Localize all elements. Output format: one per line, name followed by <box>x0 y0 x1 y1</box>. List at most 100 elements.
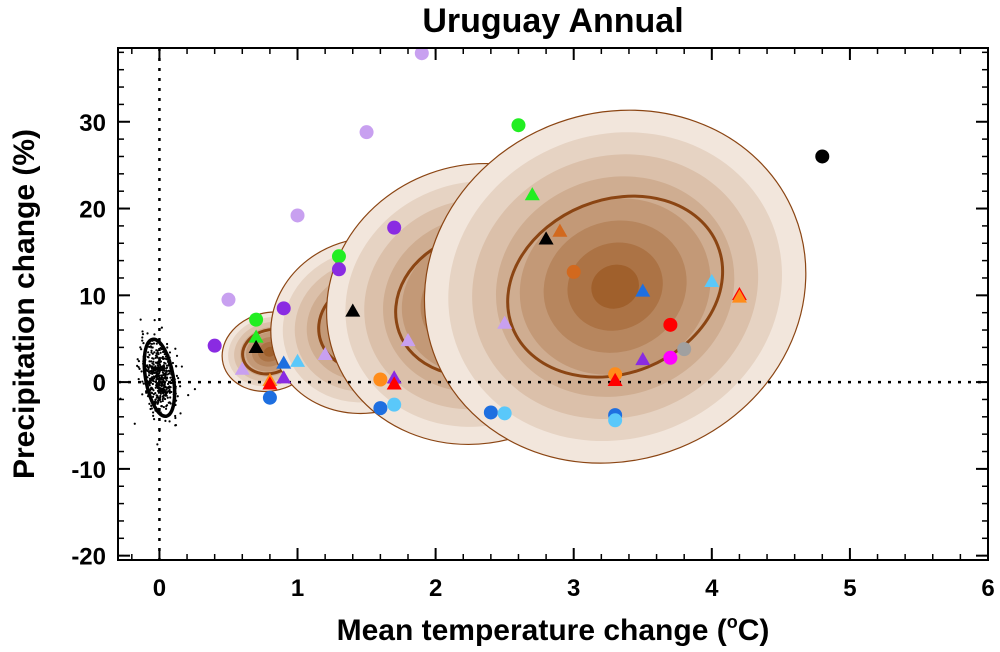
control-point <box>169 396 172 399</box>
control-point <box>155 352 158 355</box>
control-ellipse <box>142 337 177 419</box>
control-point <box>161 374 165 377</box>
control-point <box>145 391 148 394</box>
control-point <box>165 369 168 372</box>
control-point <box>154 356 157 360</box>
circle-marker <box>290 208 305 223</box>
control-point <box>174 416 177 420</box>
control-point <box>169 376 172 379</box>
control-point <box>154 386 157 389</box>
control-point <box>180 365 183 368</box>
triangle-marker <box>497 315 513 329</box>
x-tick-label: 5 <box>843 575 856 602</box>
x-tick-label: 3 <box>567 575 580 602</box>
control-point <box>155 382 158 385</box>
control-point <box>165 388 168 391</box>
circle-marker <box>663 317 678 332</box>
control-point <box>159 360 163 363</box>
control-point <box>151 352 154 355</box>
circle-marker <box>387 220 402 235</box>
triangle-marker <box>386 376 402 390</box>
control-point <box>174 424 178 427</box>
control-point <box>154 361 158 364</box>
control-point <box>154 398 157 402</box>
circle-marker <box>608 413 623 428</box>
triangle-marker <box>290 353 306 367</box>
control-point <box>165 379 168 382</box>
control-points <box>119 318 197 446</box>
control-point <box>158 369 162 372</box>
control-point <box>164 375 167 378</box>
y-tick-label: 10 <box>79 283 106 310</box>
control-point <box>157 390 161 393</box>
control-point <box>147 374 151 377</box>
triangle-marker <box>552 223 568 237</box>
triangle-marker <box>248 339 264 354</box>
control-point <box>163 391 166 394</box>
control-point <box>175 365 178 368</box>
chart-title: Uruguay Annual <box>422 2 683 40</box>
circle-marker <box>387 397 402 412</box>
control-point <box>148 377 152 381</box>
control-point <box>156 361 159 364</box>
triangle-marker <box>635 283 651 297</box>
x-tick-label: 0 <box>153 575 166 602</box>
control-point <box>155 372 158 375</box>
triangle-marker <box>538 231 554 245</box>
triangle-marker <box>276 355 292 369</box>
control-point <box>146 355 149 359</box>
series-circles <box>207 48 830 428</box>
circle-marker <box>262 390 277 405</box>
triangle-marker <box>276 370 292 384</box>
control-point <box>152 375 155 378</box>
control-point <box>153 333 156 336</box>
circle-marker <box>331 249 346 264</box>
control-point <box>166 382 170 386</box>
triangle-marker <box>234 361 250 375</box>
ellipse-4-contour <box>506 194 725 379</box>
control-point <box>161 399 164 403</box>
control-point <box>150 342 154 346</box>
control-point <box>166 386 169 389</box>
control-point <box>163 397 167 401</box>
control-point <box>166 346 169 349</box>
circle-marker <box>497 406 512 421</box>
circle-marker <box>663 350 678 365</box>
series-triangles <box>234 187 747 390</box>
control-point <box>140 348 143 351</box>
control-point <box>187 394 190 397</box>
control-point <box>151 411 155 414</box>
control-point <box>161 367 164 370</box>
x-axis-label-main: Mean temperature change ( <box>337 614 727 647</box>
control-point <box>162 396 165 399</box>
ellipse-4-band-8 <box>591 264 639 309</box>
control-point <box>160 404 163 408</box>
triangle-marker <box>345 303 361 317</box>
control-point <box>162 394 165 397</box>
control-point <box>161 389 164 392</box>
control-point <box>161 378 164 381</box>
control-point <box>133 422 136 425</box>
control-point <box>167 369 170 372</box>
axis-ticks: 0 1 2 3 4 5 6 -20 -10 0 10 20 30 <box>71 48 995 602</box>
control-point <box>151 357 154 360</box>
x-tick-label: 1 <box>291 575 304 602</box>
x-tick-label: 4 <box>705 575 719 602</box>
control-point <box>148 360 151 363</box>
control-point <box>141 380 144 383</box>
control-point <box>164 393 168 396</box>
control-point <box>153 417 156 421</box>
control-point <box>152 342 156 345</box>
control-point <box>158 398 162 401</box>
control-point <box>163 383 166 386</box>
plot-frame <box>117 47 989 561</box>
triangle-marker <box>731 289 747 303</box>
control-point <box>177 377 180 380</box>
y-tick-label: 0 <box>93 370 106 397</box>
control-point <box>159 346 162 350</box>
control-point <box>174 414 177 418</box>
control-point <box>151 377 154 380</box>
control-point <box>148 353 151 357</box>
control-point <box>156 367 159 370</box>
